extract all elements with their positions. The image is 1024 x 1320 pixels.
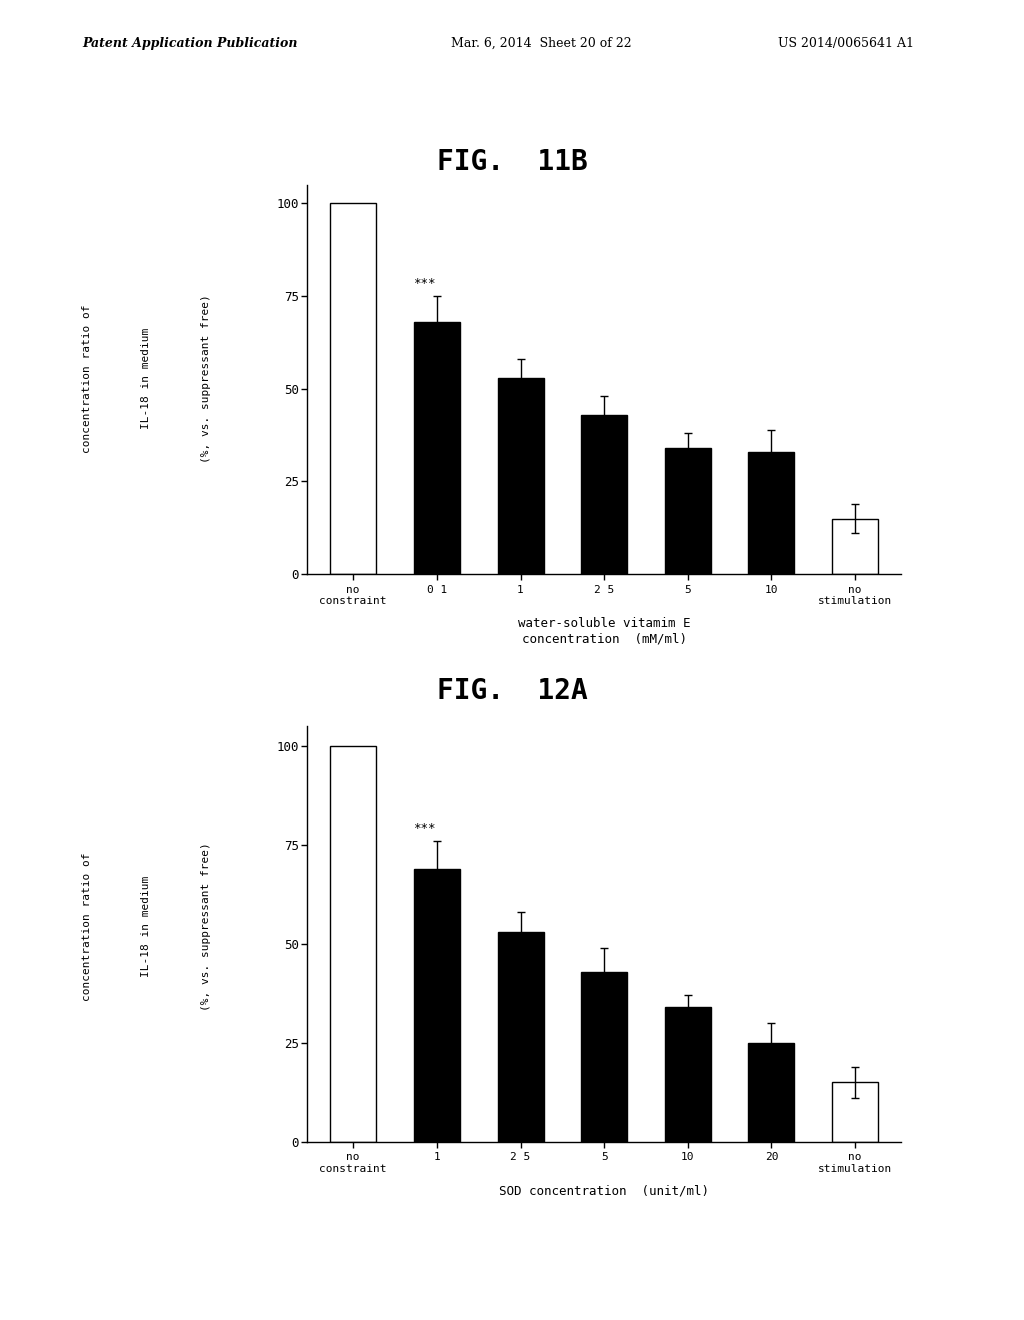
X-axis label: water-soluble vitamim E
concentration  (mM/ml): water-soluble vitamim E concentration (m… [518,618,690,645]
Text: ***: *** [413,822,435,836]
Bar [833,519,879,574]
Text: concentration ratio of: concentration ratio of [82,305,92,453]
Bar [498,932,544,1142]
Bar [414,869,460,1142]
Text: IL-18 in medium: IL-18 in medium [141,329,152,429]
Bar [833,1082,879,1142]
Text: ***: *** [413,277,435,290]
Bar [665,447,711,574]
Bar [330,746,376,1142]
Text: (%, vs. suppressant free): (%, vs. suppressant free) [201,294,211,463]
Text: US 2014/0065641 A1: US 2014/0065641 A1 [778,37,914,50]
Bar [749,451,795,574]
X-axis label: SOD concentration  (unit/ml): SOD concentration (unit/ml) [499,1185,710,1199]
Bar [582,414,627,574]
Text: Patent Application Publication: Patent Application Publication [82,37,297,50]
Bar [498,378,544,574]
Bar [414,322,460,574]
Bar [582,972,627,1142]
Text: concentration ratio of: concentration ratio of [82,853,92,1001]
Bar [749,1043,795,1142]
Bar [330,203,376,574]
Bar [665,1007,711,1142]
Text: FIG.  11B: FIG. 11B [436,148,588,176]
Text: FIG.  12A: FIG. 12A [436,677,588,705]
Text: IL-18 in medium: IL-18 in medium [141,876,152,977]
Text: (%, vs. suppressant free): (%, vs. suppressant free) [201,842,211,1011]
Text: Mar. 6, 2014  Sheet 20 of 22: Mar. 6, 2014 Sheet 20 of 22 [451,37,631,50]
